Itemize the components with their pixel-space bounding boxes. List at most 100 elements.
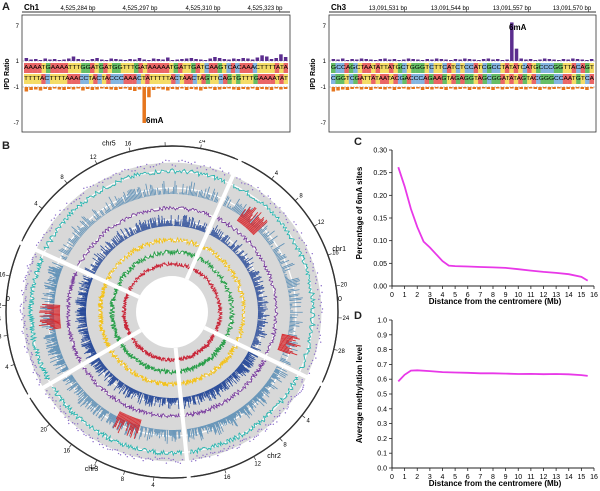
circos-bar (211, 388, 217, 397)
y-tick-label: 0.1 (377, 451, 387, 458)
circos-bar (79, 320, 87, 322)
circos-tick-label: 24 (199, 140, 206, 145)
circos-dot (139, 165, 142, 168)
circos-bar (272, 243, 285, 251)
circos-bar (154, 428, 157, 436)
circos-bar (97, 257, 103, 262)
circos-bar (130, 227, 135, 236)
circos-bar (194, 394, 196, 397)
sequence-base-cell (204, 63, 209, 73)
circos-bar (127, 388, 133, 398)
circos-bar (123, 191, 129, 203)
circos-bar (221, 235, 227, 243)
circos-bar (264, 384, 269, 389)
circos-bar (161, 215, 164, 227)
circos-dot (146, 163, 148, 166)
circos-bar (43, 335, 57, 340)
sequence-base-cell (112, 63, 117, 73)
chart-d-axes (391, 320, 594, 469)
ipd-bar-reverse (166, 87, 170, 91)
circos-dot (136, 166, 139, 168)
circos-bar (116, 232, 124, 242)
track-ch3-top-ipd-bars (331, 22, 594, 61)
circos-bar (56, 359, 65, 364)
circos-bar (45, 320, 55, 323)
circos-dot (22, 280, 25, 282)
sequence-base-cell (179, 74, 185, 84)
circos-bar (94, 362, 104, 370)
circos-bar (137, 391, 141, 398)
sequence-base-cell (235, 63, 240, 73)
circos-bar (68, 238, 77, 244)
circos-bar (187, 428, 190, 438)
circos-bar (67, 242, 74, 247)
circos-dot (27, 283, 29, 285)
circos-bar (276, 366, 287, 373)
ipd-bar-forward (364, 59, 368, 61)
circos-bar (235, 368, 242, 374)
ipd-bar-reverse (430, 87, 434, 90)
circos-bar (105, 251, 109, 255)
ipd-bar-reverse (114, 87, 118, 90)
sequence-base-cell (226, 63, 231, 73)
circos-bar (145, 394, 149, 406)
circos-bar (95, 361, 103, 367)
circos-bar (86, 335, 90, 337)
circos-dot (43, 233, 45, 236)
circos-bar (149, 189, 152, 196)
circos-bar (251, 277, 254, 280)
ipd-bar-forward (52, 59, 57, 61)
circos-line-track (130, 337, 176, 363)
circos-bar (84, 331, 89, 334)
circos-bar (196, 394, 200, 405)
sequence-base-cell (527, 63, 532, 73)
circos-bar (248, 401, 254, 408)
circos-bar (47, 272, 60, 277)
ipd-bar-reverse (538, 87, 542, 90)
circos-bar (257, 323, 263, 325)
circos-tick-label: 16 (224, 475, 231, 481)
sequence-base-cell (68, 63, 73, 73)
circos-bar (187, 396, 190, 403)
circos-bar (223, 417, 228, 425)
circos-line-track (202, 246, 247, 342)
circos-bar (115, 203, 118, 208)
circos-bar (150, 395, 155, 407)
circos-bar (109, 377, 117, 385)
circos-bar (98, 409, 106, 419)
circos-bar (243, 405, 253, 416)
circos-bar (230, 374, 234, 379)
circos-bar (52, 279, 59, 282)
circos-bar (209, 423, 213, 432)
circos-bar (249, 270, 260, 276)
circos-dot (257, 434, 259, 436)
sequence-base-cell (384, 74, 390, 84)
circos-bar (202, 227, 205, 232)
circos-bar (51, 351, 61, 355)
circos-bar (101, 364, 105, 368)
circos-bar (250, 223, 253, 225)
sequence-base-cell (208, 63, 214, 73)
circos-bar (195, 190, 198, 197)
circos-bar (120, 235, 125, 241)
circos-bar (192, 395, 195, 404)
circos-bar (257, 320, 266, 322)
circos-bar (46, 337, 57, 341)
ipd-bar-reverse (199, 87, 203, 91)
ipd-bar-forward (133, 59, 137, 61)
circos-red-bar (236, 208, 246, 222)
sequence-base-cell (464, 74, 470, 84)
chart-d-ticks: 0 1 2 3 4 5 6 7 8 9 10 11 12 13 14 15 160.00.10.20.30.40… (377, 318, 598, 482)
circos-bar (213, 192, 219, 202)
sequence-base-cell (182, 63, 187, 73)
ipd-bar-reverse (194, 87, 198, 90)
circos-dot (102, 181, 104, 184)
circos-bar (236, 205, 243, 214)
circos-bar (181, 215, 184, 227)
circos-bar (104, 367, 107, 370)
circos-bar (253, 283, 261, 287)
circos-bar (245, 355, 249, 358)
circos-bar (164, 397, 166, 405)
circos-bar (112, 415, 117, 423)
circos-dot (312, 266, 314, 269)
